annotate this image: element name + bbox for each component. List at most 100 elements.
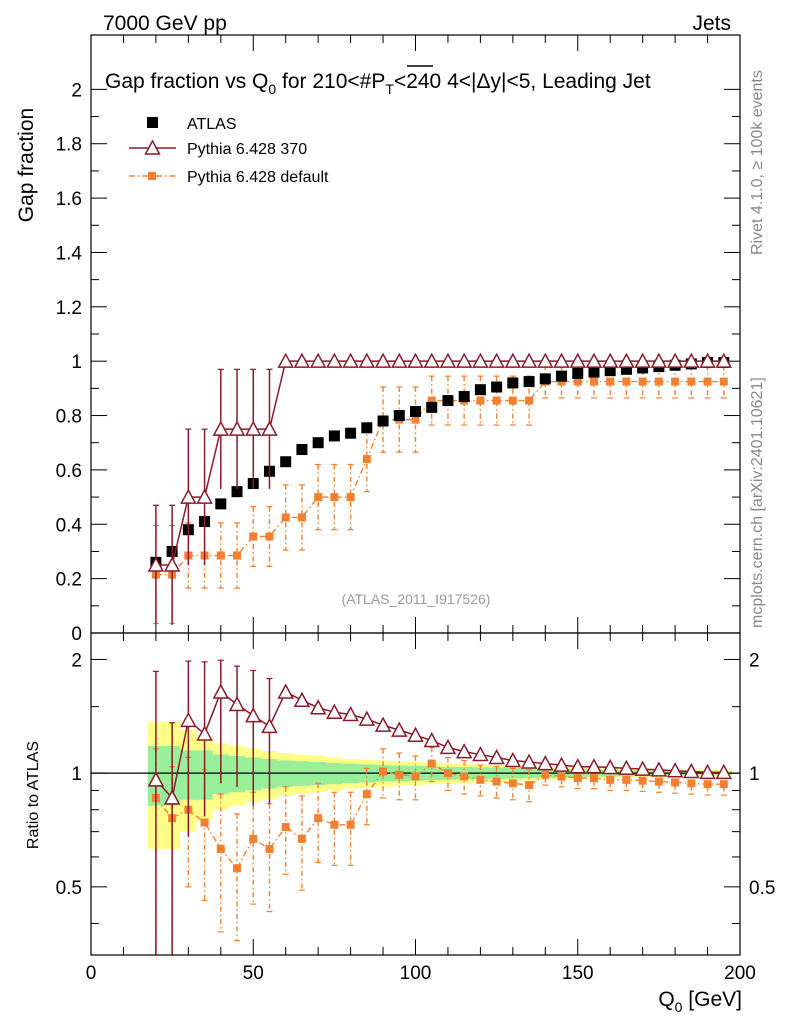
atlas-point xyxy=(426,401,438,413)
pythia370-point xyxy=(715,352,733,368)
ratio-default-point xyxy=(460,772,469,781)
atlas-point xyxy=(556,370,568,382)
pythia-default-point xyxy=(427,396,436,405)
pythia370-point xyxy=(244,420,262,436)
pythia370-point xyxy=(634,352,651,368)
ratio-pythia370-point xyxy=(342,705,359,722)
pythia-default-point xyxy=(216,551,225,560)
atlas-point xyxy=(523,376,535,388)
ratio-pythia370-point xyxy=(699,763,716,780)
atlas-point xyxy=(474,384,486,396)
atlas-point xyxy=(328,430,340,442)
legend-pythiadef-marker xyxy=(148,172,156,180)
title-sub0: 0 xyxy=(268,81,276,97)
ratio-pythia370-point xyxy=(147,771,165,787)
pythia370-point xyxy=(261,420,278,436)
upper-ytick-label: 1.2 xyxy=(56,298,82,319)
ratio-pythia370-point xyxy=(472,745,489,762)
atlas-point xyxy=(637,362,649,374)
upper-ytick-label: 0.2 xyxy=(56,570,82,591)
legend-pythia370-marker xyxy=(144,139,161,155)
pythia-default-point xyxy=(249,532,258,541)
ratio-pythia370-point xyxy=(293,691,311,707)
pythia-default-point xyxy=(297,513,306,522)
pythia370-point xyxy=(601,352,619,368)
ratio-pythia370-point xyxy=(228,695,246,712)
ratio-pythia370-point xyxy=(374,716,392,732)
pythia370-point xyxy=(293,352,311,368)
atlas-point xyxy=(572,367,584,379)
lower-ticks: 0.5 0.5 1 1 2 2 0 50 100 150 200 xyxy=(56,633,775,984)
ratio-default-point xyxy=(265,844,274,853)
ratio-plot-panel: 0.5 0.51 12 20 50 100 150 200 Ratio to ATLAS Q0… xyxy=(25,632,775,1015)
atlas-point xyxy=(280,456,292,468)
ratio-default-point xyxy=(362,790,371,799)
ratio-default-point xyxy=(330,820,339,829)
pythia370-point xyxy=(342,352,359,368)
pythia370-point xyxy=(277,352,294,368)
xlabel: Q0 [GeV] xyxy=(658,988,742,1015)
ratio-pythia370-point xyxy=(244,707,262,723)
ratio-pythia370-point xyxy=(537,755,554,771)
pythia-default-point xyxy=(508,396,517,405)
ratio-default-point xyxy=(200,818,209,827)
title-mid: for 210<# xyxy=(276,70,371,93)
ratio-pythia370-point xyxy=(326,703,343,719)
atlas-point xyxy=(377,415,389,427)
atlas-point xyxy=(361,422,373,434)
atlas-point xyxy=(458,391,470,403)
ratio-pythia370-point xyxy=(569,758,587,774)
xtick-label: 50 xyxy=(243,963,264,984)
pythia-default-point xyxy=(265,532,274,541)
analysis-id: (ATLAS_2011_I917526) xyxy=(342,591,491,607)
ratio-default-point xyxy=(589,774,598,783)
pythia370-point xyxy=(391,352,408,368)
lower-ytick-label: 1 xyxy=(71,764,82,785)
upper-ticks: 0 0.2 0.4 0.6 0.8 1 1.2 1.4 1.6 1.8 2 xyxy=(56,35,741,645)
pythia370-point xyxy=(358,352,376,368)
ratio-default-point xyxy=(233,864,242,873)
ratio-default-point xyxy=(541,770,550,779)
ratio-default-point xyxy=(216,844,225,853)
upper-ytick-label: 0.6 xyxy=(56,461,82,482)
ratio-pythia370-point xyxy=(504,751,522,768)
ratio-pythia370-point xyxy=(666,762,684,778)
plot-title: Gap fraction vs Q0 for 210<#PT<240 4<|Δy… xyxy=(105,70,651,97)
atlas-point xyxy=(604,365,616,377)
lower-ytick-label-right: 0.5 xyxy=(749,878,775,899)
pythia370-point xyxy=(163,556,181,572)
xtick-label: 0 xyxy=(86,963,97,984)
pythia370-point xyxy=(439,352,457,368)
ratio-pythia370-point xyxy=(683,762,700,779)
rivet-label: Rivet 4.1.0, ≥ 100k events xyxy=(749,70,766,255)
pythia-default-point xyxy=(233,551,242,560)
ratio-default-point xyxy=(654,777,663,786)
ratio-pythia370-point xyxy=(407,726,424,742)
ratio-pythia370-point xyxy=(212,683,230,699)
pythia370-point xyxy=(699,352,716,368)
legend-pythiadef-label: Pythia 6.428 default xyxy=(187,169,329,186)
pythia370-point xyxy=(472,352,489,368)
ratio-bands xyxy=(147,721,732,849)
lower-ytick-label-right: 1 xyxy=(749,764,760,785)
atlas-point xyxy=(507,377,519,389)
lower-ytick-label-right: 2 xyxy=(749,650,760,671)
pythia370-point xyxy=(423,352,440,368)
pythia-default-point xyxy=(525,396,534,405)
ratio-pythia370-point xyxy=(553,756,570,772)
pythia370-point xyxy=(537,352,554,368)
pythia370-point xyxy=(650,352,668,368)
lower-data-layer xyxy=(147,659,733,955)
ratio-default-point xyxy=(525,781,534,790)
pythia-default-point xyxy=(573,377,582,386)
ratio-pythia370-point xyxy=(650,761,668,777)
atlas-point xyxy=(410,405,421,417)
atlas-point xyxy=(588,366,600,378)
lower-ytick-label: 0.5 xyxy=(56,878,82,899)
atlas-point xyxy=(539,373,551,385)
ratio-pythia370-point xyxy=(439,738,457,755)
ratio-ylabel: Ratio to ATLAS xyxy=(25,741,42,849)
pythia-default-point xyxy=(411,415,420,424)
pythia370-point xyxy=(504,352,522,368)
